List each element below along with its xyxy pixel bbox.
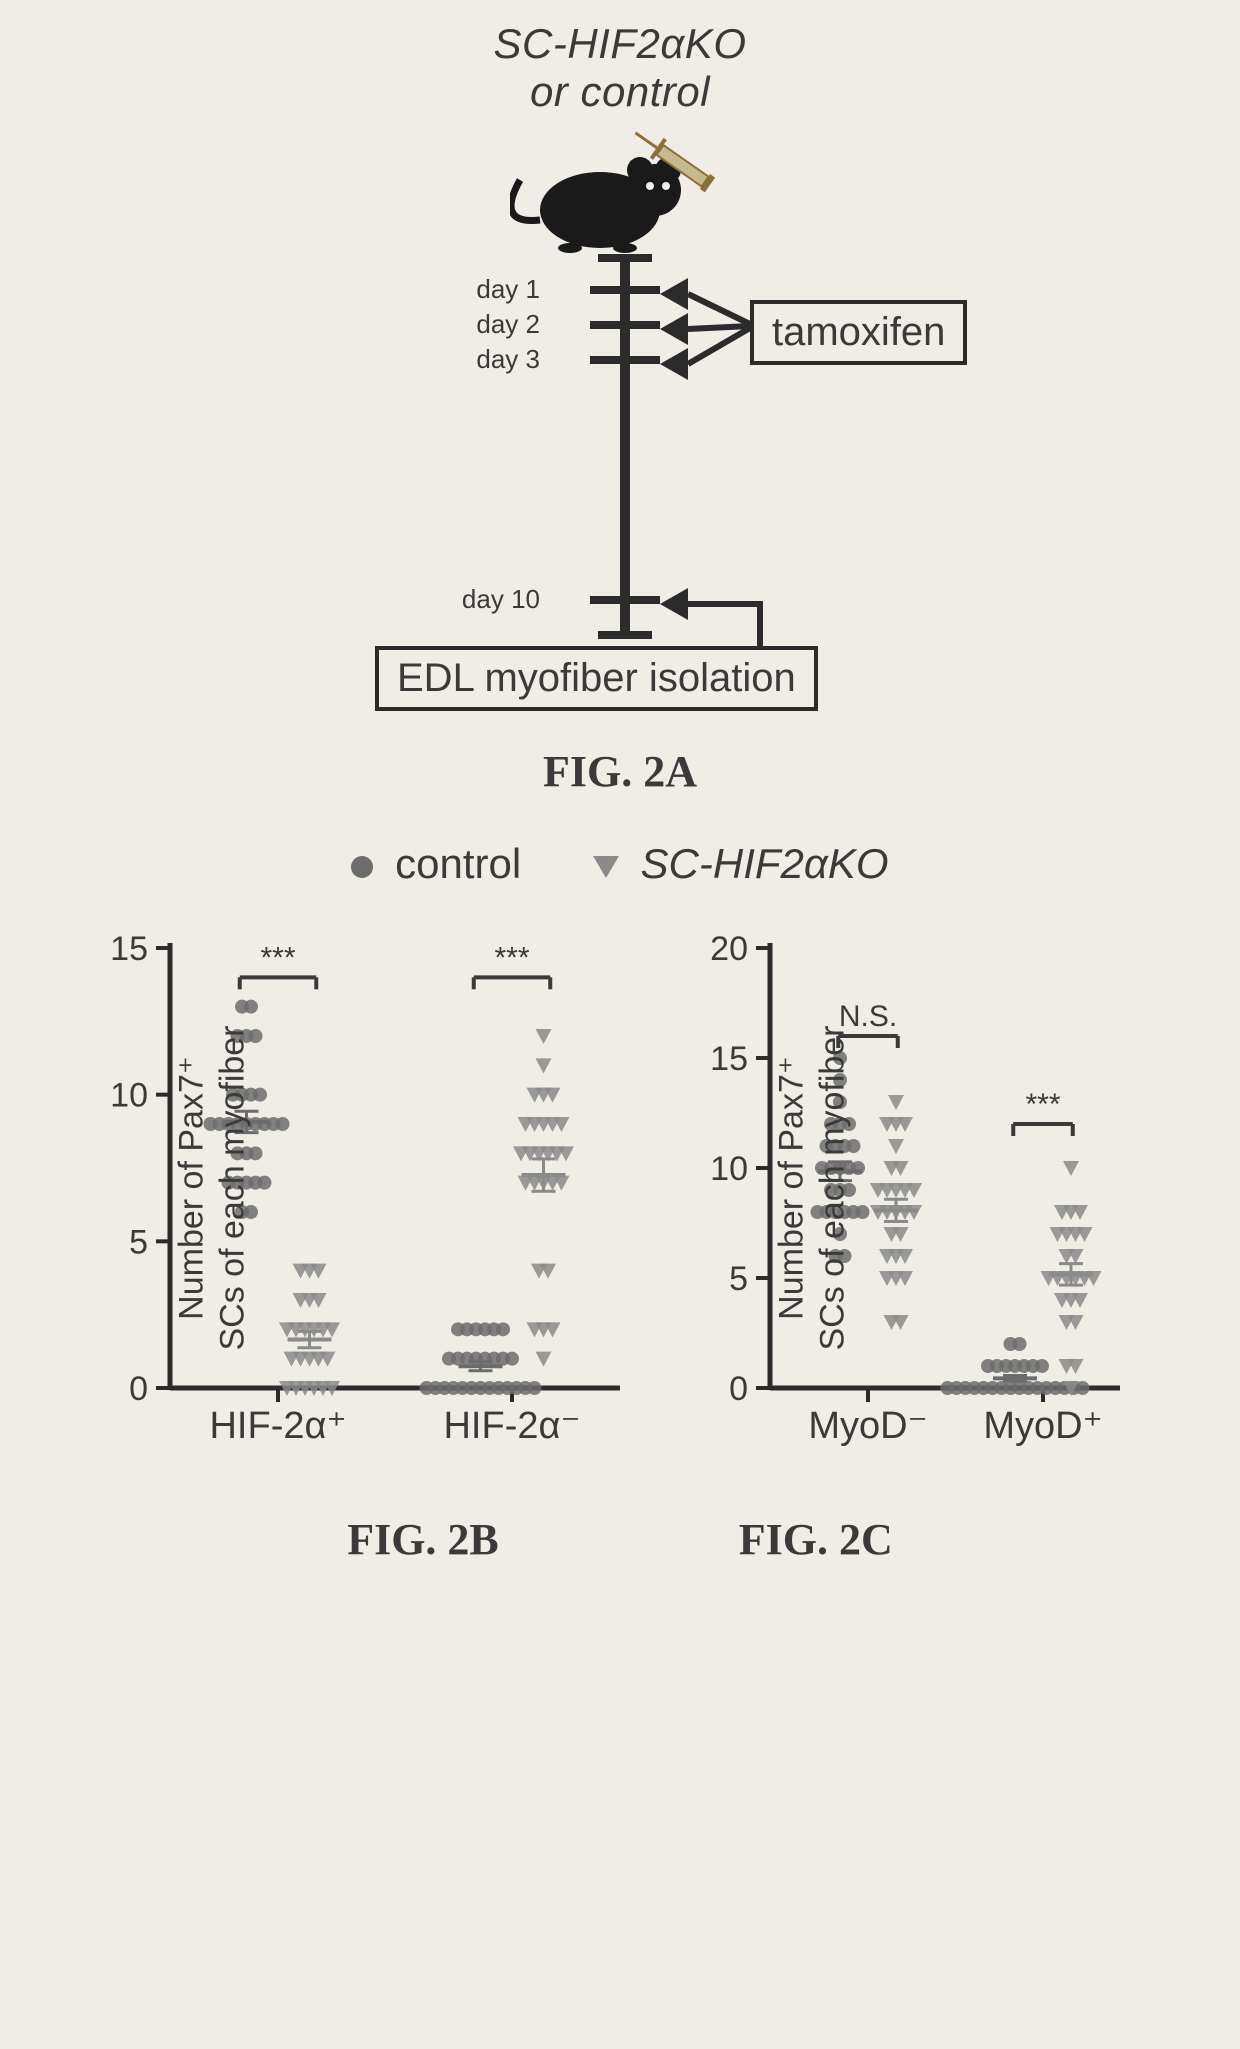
legend-triangle-icon [593,856,619,878]
plot-c-frame: Number of Pax7⁺ SCs of each myofiber 0 5 1… [710,918,1130,1458]
plot-b-ylab2: SCs of each myofiber [214,1025,252,1350]
legend: control SC-HIF2αKO [0,840,1240,888]
title-line2: or control [530,68,710,115]
plot-b-ylabel: Number of Pax7⁺ SCs of each myofiber [172,1025,254,1350]
svg-text:0: 0 [729,1370,748,1408]
plot-c-ylab1: Number of Pax7⁺ [773,1056,811,1320]
svg-text:15: 15 [110,930,148,968]
tamoxifen-label: tamoxifen [772,310,945,354]
svg-text:5: 5 [729,1260,748,1298]
legend-control: control [395,840,521,887]
panel-c-caption: FIG. 2C [739,1514,893,1565]
svg-text:MyoD⁺: MyoD⁺ [983,1405,1102,1447]
svg-text:HIF-2α⁺: HIF-2α⁺ [209,1405,346,1447]
timeline-day-label: day 2 [420,309,540,340]
panel-b: Number of Pax7⁺ SCs of each myofiber 0 5 1… [110,918,630,1458]
timeline-line [620,260,630,635]
captions-bc: FIG. 2B FIG. 2C [0,1508,1240,1565]
panel-a-caption: FIG. 2A [0,746,1240,797]
panel-a: SC-HIF2αKO or control [0,0,1240,820]
tamoxifen-connectors [630,260,780,400]
timeline-day-label: day 10 [420,584,540,615]
plot-c-ylabel: Number of Pax7⁺ SCs of each myofiber [772,1025,854,1350]
plot-b-frame: Number of Pax7⁺ SCs of each myofiber 0 5 1… [110,918,630,1458]
title-line1: SC-HIF2αKO [494,20,747,67]
svg-text:HIF-2α⁻: HIF-2α⁻ [443,1405,580,1447]
isolation-connector [630,590,810,670]
timeline-day-label: day 3 [420,344,540,375]
plot-b-ylab1: Number of Pax7⁺ [173,1056,211,1320]
svg-text:0: 0 [129,1370,148,1408]
mouse-icon [510,130,730,260]
legend-circle-icon [351,856,373,878]
svg-text:10: 10 [110,1077,148,1115]
svg-text:***: *** [1025,1088,1060,1121]
tamoxifen-box: tamoxifen [750,300,967,365]
svg-text:15: 15 [710,1040,748,1078]
svg-text:***: *** [260,941,295,974]
legend-ko: SC-HIF2αKO [641,840,889,887]
svg-text:20: 20 [710,930,748,968]
svg-text:MyoD⁻: MyoD⁻ [808,1405,927,1447]
panel-bc: control SC-HIF2αKO Number of Pax7⁺ SCs o… [0,820,1240,1565]
plot-c-ylab2: SCs of each myofiber [814,1025,852,1350]
timeline-day-label: day 1 [420,274,540,305]
plots-row: Number of Pax7⁺ SCs of each myofiber 0 5 1… [0,918,1240,1458]
panel-c: Number of Pax7⁺ SCs of each myofiber 0 5 1… [710,918,1130,1458]
panel-b-caption: FIG. 2B [347,1514,499,1565]
figure-page: SC-HIF2αKO or control [0,0,1240,1625]
svg-text:10: 10 [710,1150,748,1188]
svg-text:5: 5 [129,1223,148,1261]
panel-a-title: SC-HIF2αKO or control [494,20,747,116]
svg-text:***: *** [494,941,529,974]
